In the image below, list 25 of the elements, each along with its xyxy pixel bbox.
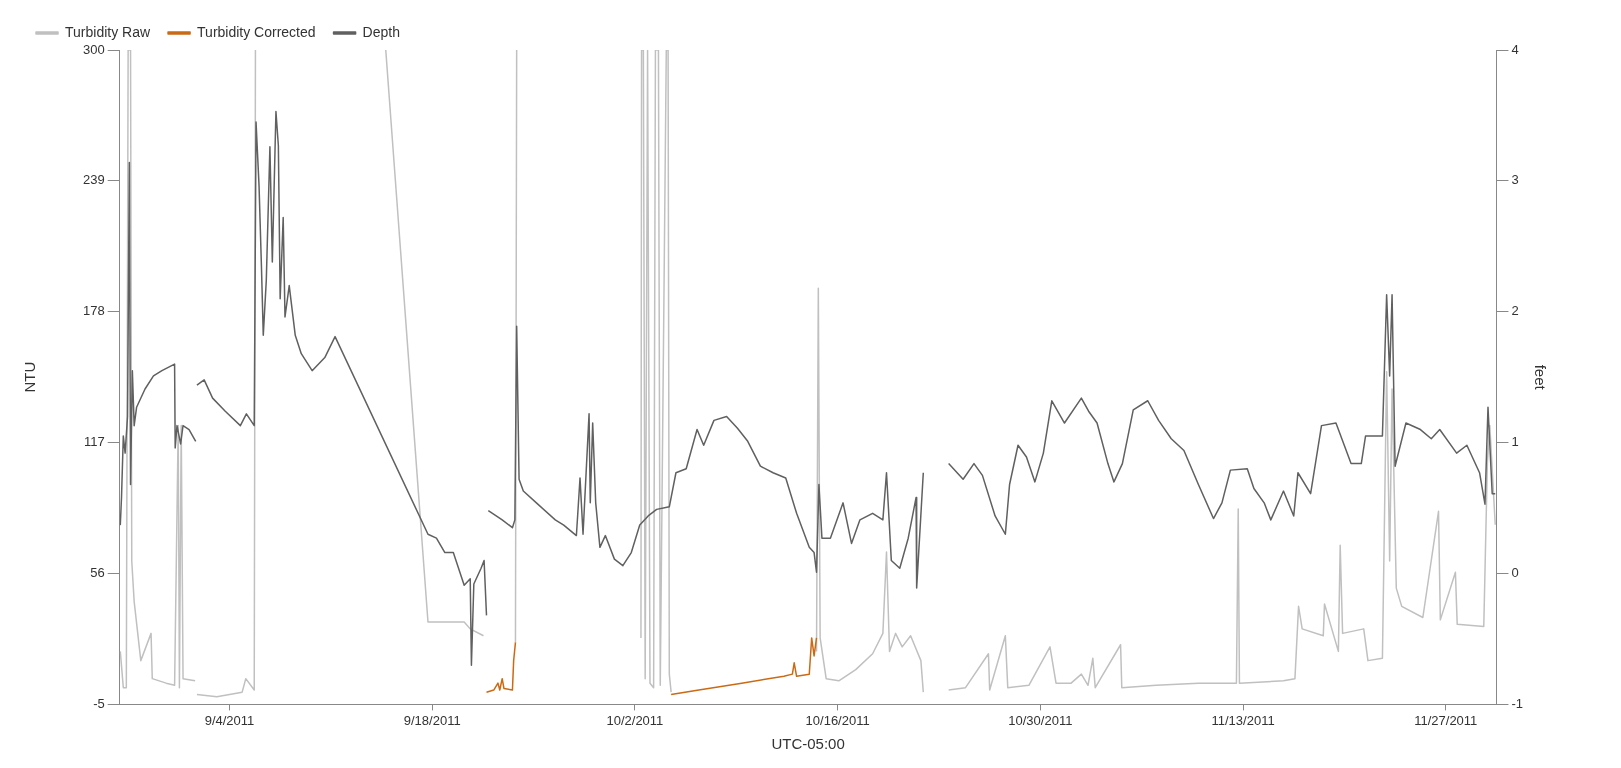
y2-tick-label: 2 [1511, 303, 1519, 319]
x-tick-label: 10/2/2011 [606, 712, 664, 728]
y2-tick-label: 1 [1511, 434, 1519, 450]
y-tick-label: 117 [83, 434, 105, 450]
y2-tick-label: 0 [1511, 565, 1519, 581]
x-tick-label: 11/13/2011 [1211, 712, 1275, 728]
y2-tick-label: -1 [1511, 695, 1523, 711]
x-tick-label: 10/30/2011 [1008, 712, 1073, 728]
y-tick-label: 178 [82, 303, 105, 319]
y2-tick-label: 3 [1511, 172, 1519, 188]
y2-axis-title: feet [1531, 364, 1549, 391]
y-axis-title: NTU [21, 361, 39, 393]
x-tick-label: 9/4/2011 [204, 712, 255, 728]
legend-label: Turbidity Corrected [197, 23, 316, 40]
x-tick-label: 10/16/2011 [805, 712, 870, 728]
legend-label: Depth [362, 23, 400, 40]
y-tick-label: 56 [90, 565, 105, 581]
legend-label: Turbidity Raw [65, 23, 151, 40]
x-tick-label: 9/18/2011 [403, 712, 461, 728]
x-axis-title: UTC-05:00 [771, 735, 845, 753]
y-tick-label: -5 [93, 695, 105, 711]
y-tick-label: 239 [82, 172, 105, 188]
y-tick-label: 300 [82, 41, 105, 57]
x-tick-label: 11/27/2011 [1414, 712, 1478, 728]
y2-tick-label: 4 [1511, 41, 1519, 57]
